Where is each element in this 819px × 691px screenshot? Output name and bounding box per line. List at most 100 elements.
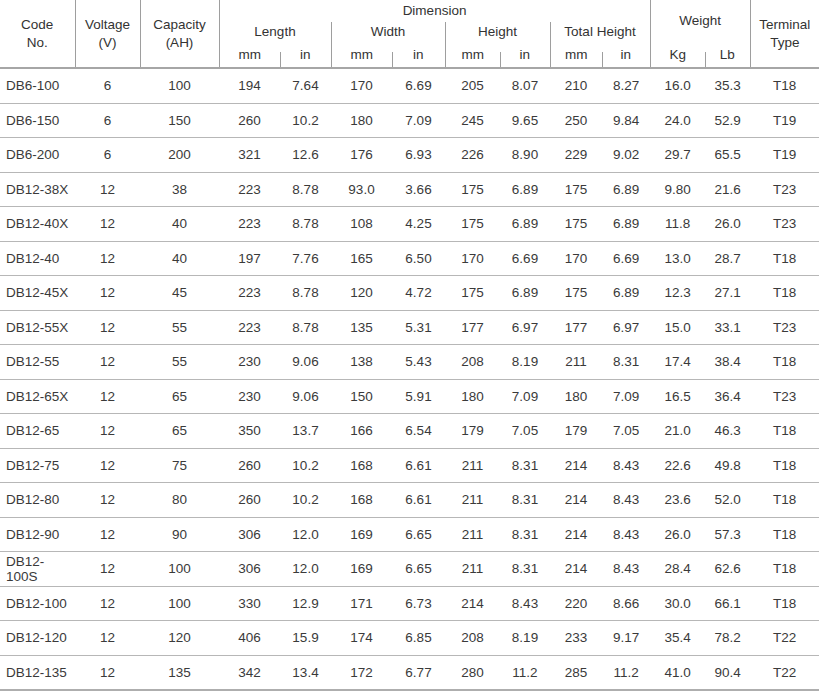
cell-code: DB12-120 [0, 621, 75, 656]
cell-width-in: 6.50 [392, 241, 445, 276]
cell-height-mm: 208 [445, 345, 500, 380]
cell-height-mm: 170 [445, 241, 500, 276]
cell-height-mm: 177 [445, 310, 500, 345]
cell-total-height-mm: 250 [550, 103, 602, 138]
cell-width-mm: 180 [331, 103, 392, 138]
cell-terminal-type: T18 [750, 517, 819, 552]
cell-length-mm: 306 [219, 552, 280, 587]
cell-terminal-type: T18 [750, 586, 819, 621]
cell-length-in: 12.0 [280, 517, 331, 552]
table-row: DB12-135 12 135 342 13.4 172 6.77 280 11… [0, 655, 819, 690]
cell-capacity: 150 [140, 103, 219, 138]
cell-length-mm: 330 [219, 586, 280, 621]
cell-terminal-type: T18 [750, 448, 819, 483]
cell-voltage: 6 [75, 68, 140, 103]
cell-height-in: 8.31 [500, 483, 550, 518]
cell-terminal-type: T18 [750, 345, 819, 380]
cell-length-in: 9.06 [280, 379, 331, 414]
cell-width-mm: 168 [331, 448, 392, 483]
cell-height-in: 8.31 [500, 448, 550, 483]
cell-weight-lb: 52.0 [705, 483, 750, 518]
table-row: DB12-75 12 75 260 10.2 168 6.61 211 8.31… [0, 448, 819, 483]
table-row: DB12-45X 12 45 223 8.78 120 4.72 175 6.8… [0, 276, 819, 311]
cell-code: DB12-40X [0, 207, 75, 242]
cell-weight-lb: 66.1 [705, 586, 750, 621]
cell-voltage: 12 [75, 414, 140, 449]
cell-height-in: 8.31 [500, 552, 550, 587]
cell-total-height-in: 9.17 [602, 621, 650, 656]
cell-voltage: 12 [75, 621, 140, 656]
cell-weight-lb: 62.6 [705, 552, 750, 587]
cell-length-mm: 194 [219, 68, 280, 103]
cell-voltage: 12 [75, 276, 140, 311]
cell-capacity: 45 [140, 276, 219, 311]
cell-capacity: 100 [140, 586, 219, 621]
cell-terminal-type: T23 [750, 207, 819, 242]
col-header-terminal-type: Terminal Type [750, 0, 819, 68]
cell-length-in: 9.06 [280, 345, 331, 380]
cell-length-mm: 223 [219, 172, 280, 207]
cell-height-in: 8.19 [500, 621, 550, 656]
cell-weight-kg: 17.4 [650, 345, 705, 380]
cell-capacity: 40 [140, 241, 219, 276]
cell-height-in: 7.09 [500, 379, 550, 414]
cell-total-height-in: 8.31 [602, 345, 650, 380]
col-header-code: Code No. [0, 0, 75, 68]
cell-height-mm: 211 [445, 483, 500, 518]
cell-weight-lb: 28.7 [705, 241, 750, 276]
cell-weight-kg: 13.0 [650, 241, 705, 276]
table-row: DB6-100 6 100 194 7.64 170 6.69 205 8.07… [0, 68, 819, 103]
cell-total-height-mm: 229 [550, 138, 602, 173]
cell-weight-lb: 46.3 [705, 414, 750, 449]
cell-width-mm: 165 [331, 241, 392, 276]
cell-capacity: 120 [140, 621, 219, 656]
cell-width-mm: 169 [331, 517, 392, 552]
subheader-length-in: in [280, 42, 331, 68]
cell-voltage: 12 [75, 379, 140, 414]
cell-width-in: 4.72 [392, 276, 445, 311]
cell-voltage: 6 [75, 138, 140, 173]
cell-length-in: 12.9 [280, 586, 331, 621]
cell-width-in: 5.31 [392, 310, 445, 345]
cell-voltage: 6 [75, 103, 140, 138]
cell-total-height-in: 8.27 [602, 68, 650, 103]
cell-code: DB6-150 [0, 103, 75, 138]
cell-voltage: 12 [75, 310, 140, 345]
cell-length-mm: 197 [219, 241, 280, 276]
table-header: Code No. Voltage (V) Capacity (AH) Dimen… [0, 0, 819, 68]
cell-voltage: 12 [75, 552, 140, 587]
cell-capacity: 90 [140, 517, 219, 552]
cell-width-in: 6.93 [392, 138, 445, 173]
cell-height-mm: 180 [445, 379, 500, 414]
cell-total-height-in: 11.2 [602, 655, 650, 690]
cell-terminal-type: T18 [750, 68, 819, 103]
cell-weight-lb: 90.4 [705, 655, 750, 690]
cell-height-in: 8.90 [500, 138, 550, 173]
cell-total-height-mm: 175 [550, 276, 602, 311]
cell-weight-kg: 28.4 [650, 552, 705, 587]
cell-capacity: 135 [140, 655, 219, 690]
cell-height-in: 6.89 [500, 207, 550, 242]
cell-height-in: 9.65 [500, 103, 550, 138]
cell-weight-lb: 57.3 [705, 517, 750, 552]
cell-height-mm: 175 [445, 172, 500, 207]
cell-height-in: 6.69 [500, 241, 550, 276]
cell-terminal-type: T19 [750, 138, 819, 173]
subheader-weight-lb: Lb [705, 42, 750, 68]
cell-code: DB12-100S [0, 552, 75, 587]
cell-terminal-type: T23 [750, 310, 819, 345]
cell-voltage: 12 [75, 241, 140, 276]
cell-weight-kg: 30.0 [650, 586, 705, 621]
table-row: DB12-40 12 40 197 7.76 165 6.50 170 6.69… [0, 241, 819, 276]
cell-total-height-mm: 210 [550, 68, 602, 103]
cell-height-in: 8.07 [500, 68, 550, 103]
cell-height-in: 6.89 [500, 276, 550, 311]
cell-weight-kg: 35.4 [650, 621, 705, 656]
cell-height-mm: 214 [445, 586, 500, 621]
cell-terminal-type: T18 [750, 483, 819, 518]
cell-length-mm: 260 [219, 103, 280, 138]
cell-total-height-mm: 214 [550, 517, 602, 552]
cell-length-mm: 230 [219, 379, 280, 414]
col-header-length: Length [219, 22, 331, 42]
cell-length-mm: 230 [219, 345, 280, 380]
